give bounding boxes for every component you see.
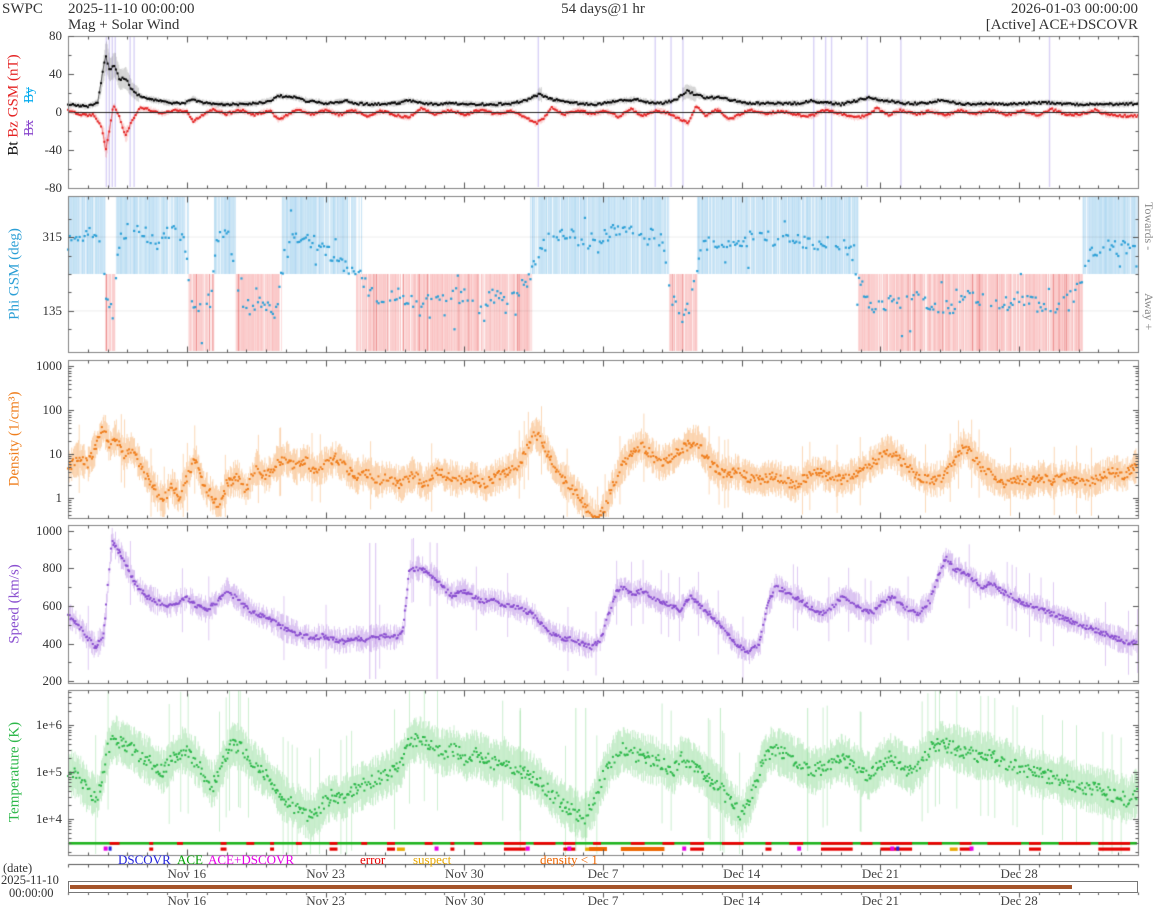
y-tick-label: 135 [42,302,63,318]
overview-tick-label: Nov 30 [444,893,484,905]
y-tick-label: 1 [55,490,63,505]
scrollbar-range[interactable] [70,885,1072,889]
view-start-date: 2025-11-10 [1,873,59,887]
x-tick-label: Dec 7 [587,866,619,881]
legend-density-lt1: density < 1 [540,852,598,867]
x-tick-label: Nov 16 [167,866,207,881]
y-tick-label: 315 [42,229,63,245]
y-tick-label: 1e+6 [35,717,62,733]
away-label: Away + [1142,293,1156,331]
y-tick-label: -80 [44,180,62,195]
y-tick-label: 1000 [36,358,62,374]
overview-tick-label: Dec 7 [587,893,619,905]
date-caption: (date) [3,861,33,875]
end-time: 2026-01-03 00:00:00 [1010,1,1138,17]
y-tick-label: 80 [49,28,62,43]
duration-label: 54 days@1 hr [561,1,645,17]
time-scrollbar[interactable] [68,881,1138,893]
overview-tick-label: Dec 28 [1000,893,1038,905]
overview-tick-label: Dec 21 [861,893,899,905]
by-toggle[interactable]: By [21,87,36,103]
plot-subtitle: Mag + Solar Wind [68,17,180,33]
app-logo: SWPC [2,1,43,17]
y-tick-label: 800 [42,560,63,576]
legend-dscovr: DSCOVR [118,852,171,867]
towards-label: Towards - [1142,202,1156,251]
x-tick-label: Dec 28 [1000,866,1038,881]
y-tick-label: 1e+4 [35,810,62,826]
y-tick-label: 400 [42,635,63,651]
y-tick-label: 10 [49,446,62,462]
x-tick-label: Dec 21 [861,866,899,881]
x-tick-label: Dec 14 [723,866,761,881]
y-tick-label: 1000 [36,522,62,538]
y-tick-label: -40 [44,142,62,157]
y-tick-label: 100 [42,402,63,418]
source-status: [Active] ACE+DSCOVR [985,17,1138,33]
view-start-time: 00:00:00 [9,886,54,900]
legend-ace: ACE [177,852,203,867]
y-tick-label: 200 [42,673,63,689]
legend-ace-dscovr: ACE+DSCOVR [208,852,295,867]
start-time: 2025-11-10 00:00:00 [68,1,195,17]
y-tick-label: 0 [55,104,63,119]
bx-toggle[interactable]: Bx [21,120,36,136]
overview-tick-label: Nov 16 [167,893,207,905]
overview-tick-label: Nov 23 [306,893,345,905]
x-tick-label: Nov 23 [306,866,345,881]
y-tick-label: 600 [42,597,63,613]
y-tick-label: 1e+5 [35,763,62,779]
x-tick-label: Nov 30 [444,866,484,881]
overview-tick-label: Dec 14 [723,893,761,905]
y-tick-label: 40 [49,66,62,81]
legend-error: error [360,852,386,867]
legend-suspect: suspect [413,852,452,867]
